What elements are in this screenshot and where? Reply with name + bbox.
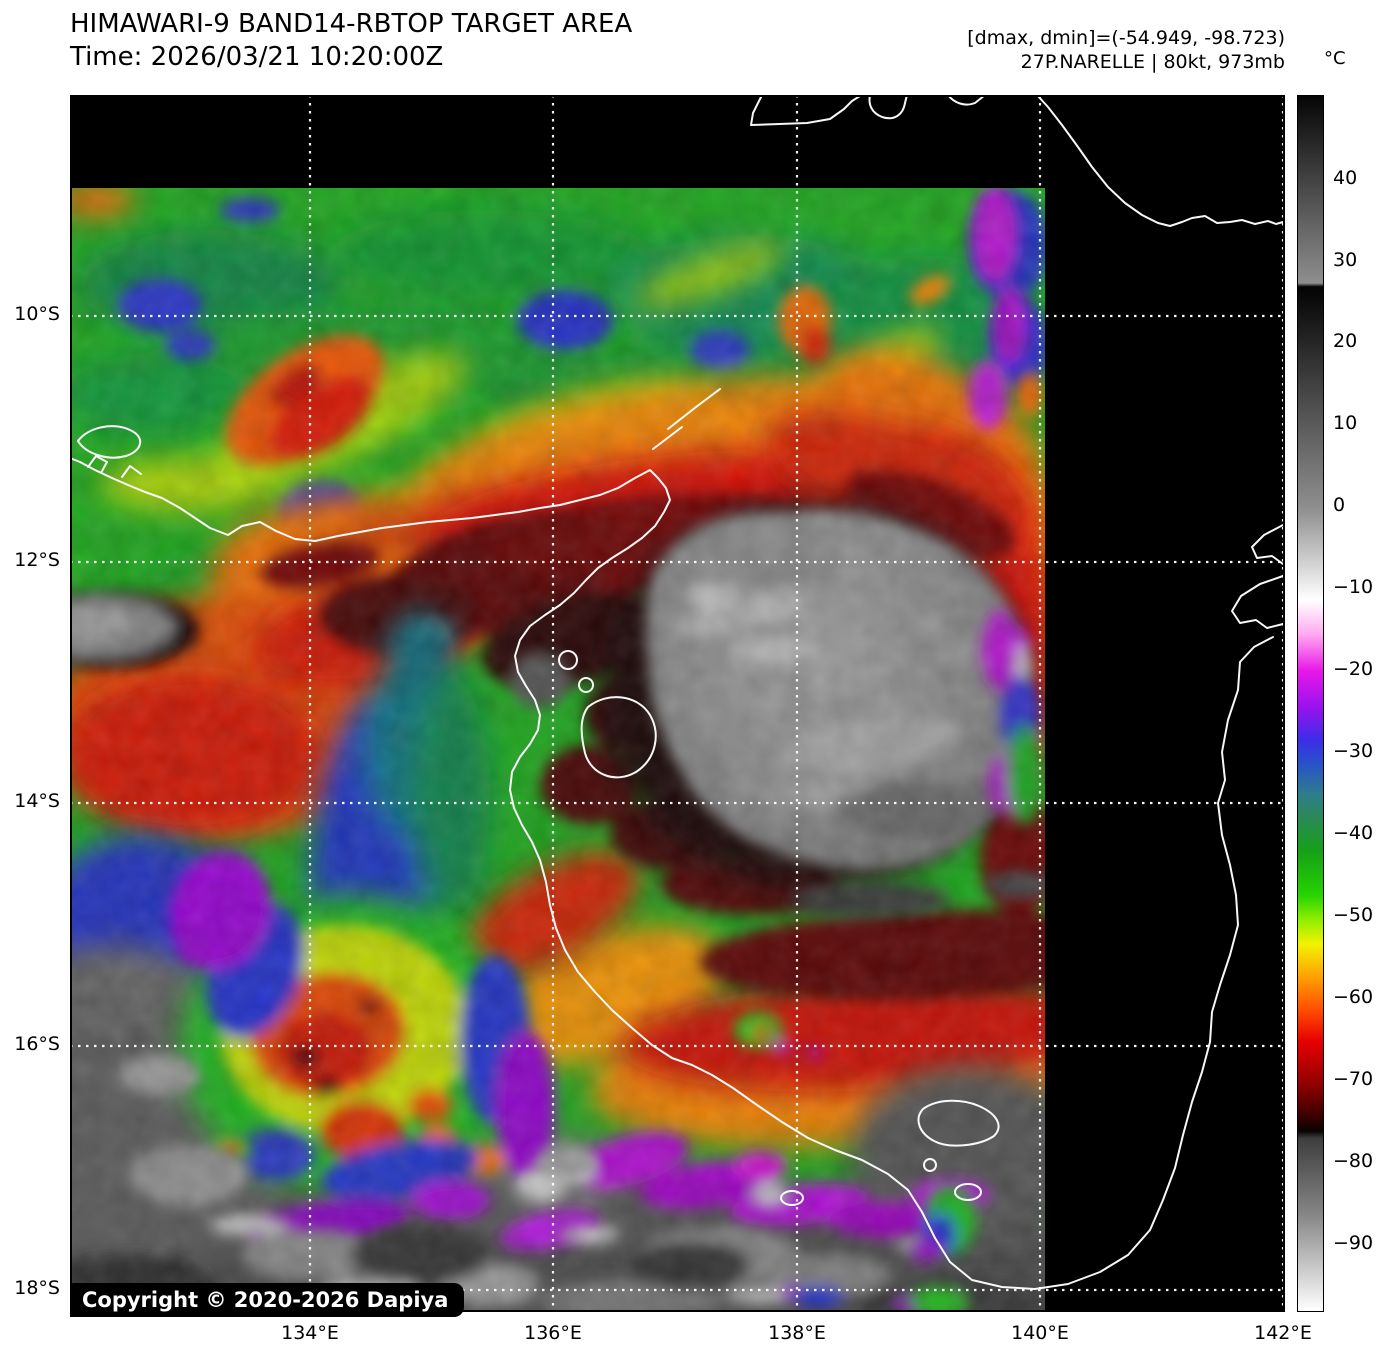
colorbar-tick: 40	[1333, 166, 1358, 189]
coastline-inlets	[87, 455, 142, 478]
colorbar	[1297, 95, 1324, 1312]
islands-pellew	[780, 1190, 804, 1206]
coastline-cape-york	[1036, 95, 1284, 227]
coastline-new-guinea	[750, 95, 986, 126]
page-title: HIMAWARI-9 BAND14-RBTOP TARGET AREA	[70, 9, 633, 39]
timestamp: Time: 2026/03/21 10:20:00Z	[70, 42, 444, 72]
colorbar-tick: 10	[1333, 412, 1358, 435]
latitude-tick-label: 10°S	[14, 303, 60, 325]
colorbar-tick: −70	[1333, 1068, 1374, 1091]
plot-frame	[70, 95, 1285, 1312]
longitude-tick-label: 142°E	[1254, 1322, 1312, 1344]
annotation-block: [dmax, dmin]=(-54.949, -98.723) 27P.NARE…	[967, 26, 1285, 74]
islands-wessel	[652, 388, 721, 450]
satellite-imagery	[70, 95, 1285, 1312]
island-groote-eylandt	[580, 696, 657, 779]
colorbar-tick: −10	[1333, 576, 1374, 599]
satellite-map: Copyright © 2020-2026 Dapiya	[70, 95, 1285, 1317]
colorbar-tick: 30	[1333, 248, 1358, 271]
latitude-tick-label: 12°S	[14, 549, 60, 571]
island-tiwi	[77, 425, 141, 459]
colorbar-tick: −20	[1333, 658, 1374, 681]
latitude-tick-label: 16°S	[14, 1033, 60, 1055]
colorbar-tick: 0	[1333, 494, 1346, 517]
latitude-tick-label: 14°S	[14, 790, 60, 812]
longitude-tick-label: 138°E	[768, 1322, 826, 1344]
coastline-weipa-bays	[1231, 524, 1284, 629]
storm-label: 27P.NARELLE | 80kt, 973mb	[1020, 51, 1285, 73]
colorbar-tick: −80	[1333, 1150, 1374, 1173]
longitude-tick-label: 140°E	[1011, 1322, 1069, 1344]
colorbar-tick: −40	[1333, 822, 1374, 845]
colorbar-tick: −60	[1333, 986, 1374, 1009]
latitude-tick-label: 18°S	[14, 1277, 60, 1299]
colorbar-unit-label: °C	[1324, 48, 1346, 69]
colorbar-tick: −90	[1333, 1231, 1374, 1254]
colorbar-tick: −30	[1333, 740, 1374, 763]
longitude-tick-label: 134°E	[281, 1322, 339, 1344]
colorbar-tick-labels: 40 30 20 10 0 −10 −20 −30 −40 −50 −60 −70 −80 −90	[1333, 95, 1388, 1312]
coastlines	[70, 95, 1284, 1290]
colorbar-tick: −50	[1333, 904, 1374, 927]
dmax-dmin-label: [dmax, dmin]=(-54.949, -98.723)	[967, 27, 1285, 49]
longitude-axis: 134°E 136°E 138°E 140°E 142°E	[70, 1322, 1312, 1348]
colorbar-tick: 20	[1333, 330, 1358, 353]
island-mornington	[917, 1099, 1000, 1147]
longitude-tick-label: 136°E	[524, 1322, 582, 1344]
latitude-axis: 10°S 12°S 14°S 16°S 18°S	[0, 95, 64, 1312]
coastline-gulf-of-carpentaria	[70, 457, 1274, 1290]
title-block: HIMAWARI-9 BAND14-RBTOP TARGET AREA Time…	[70, 8, 632, 74]
copyright-badge: Copyright © 2020-2026 Dapiya	[70, 1283, 465, 1317]
